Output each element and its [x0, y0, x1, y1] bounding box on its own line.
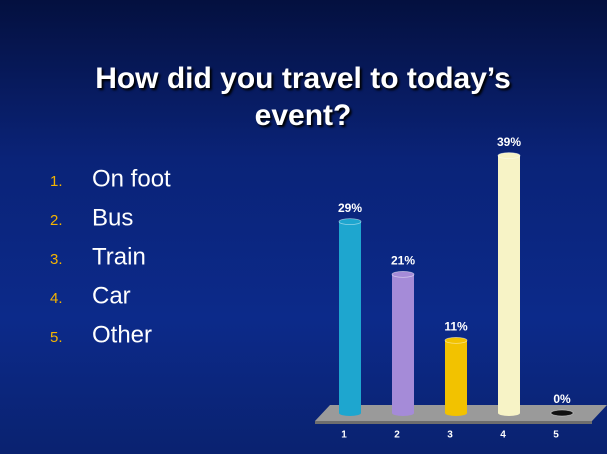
x-tick-label: 3: [447, 430, 453, 441]
value-label: 21%: [391, 254, 415, 268]
x-tick-label: 4: [500, 430, 506, 441]
option-number: 4.: [50, 290, 63, 307]
bar-top: [550, 409, 574, 417]
option-number: 5.: [50, 329, 63, 346]
x-tick-label: 2: [394, 430, 400, 441]
option-number: 2.: [50, 212, 63, 229]
x-tick-label: 5: [553, 430, 559, 441]
value-label: 39%: [497, 135, 521, 149]
bar: [339, 221, 361, 413]
option-label: Other: [92, 321, 152, 348]
option-label: Bus: [92, 204, 133, 231]
bar: [392, 274, 414, 413]
option-label: On foot: [92, 165, 171, 192]
option-number: 3.: [50, 251, 63, 268]
option-label: Train: [92, 243, 146, 270]
option-number: 1.: [50, 173, 63, 190]
bar: [445, 340, 467, 413]
bar-top: [444, 336, 468, 344]
value-label: 11%: [444, 320, 468, 334]
x-tick-label: 1: [341, 430, 347, 441]
bar-top: [497, 152, 521, 160]
chart-floor-edge: [315, 421, 592, 424]
value-label: 29%: [338, 201, 362, 215]
bar-top: [338, 218, 362, 226]
option-label: Car: [92, 282, 131, 309]
bar: [498, 155, 520, 413]
slide-title: How did you travel to today’s event?: [95, 62, 511, 132]
bar-top: [391, 270, 415, 278]
value-label: 0%: [553, 392, 571, 406]
